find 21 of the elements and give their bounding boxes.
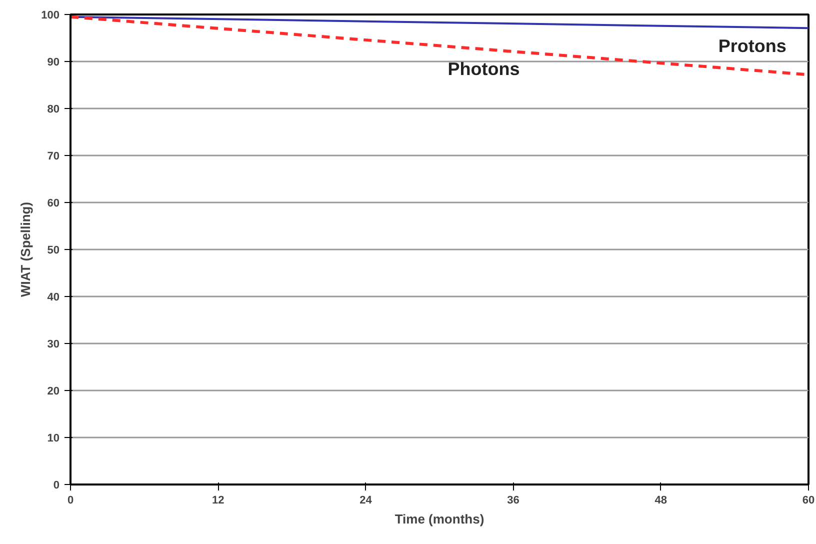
x-tick-label: 48 bbox=[654, 494, 668, 506]
x-tick-label: 60 bbox=[802, 494, 815, 506]
y-tick-label: 70 bbox=[47, 150, 60, 162]
y-tick-label: 60 bbox=[47, 198, 60, 210]
series-label: Protons bbox=[718, 36, 786, 56]
series-label: Photons bbox=[448, 59, 520, 80]
y-tick-label: 100 bbox=[41, 10, 60, 22]
y-tick-label: 50 bbox=[47, 244, 60, 256]
y-tick-label: 40 bbox=[47, 292, 60, 304]
y-axis-title: WIAT (Spelling) bbox=[18, 202, 34, 298]
x-tick-label: 24 bbox=[360, 494, 373, 506]
y-tick-label: 10 bbox=[47, 432, 60, 444]
x-tick-label: 36 bbox=[507, 494, 520, 506]
y-tick-label: 20 bbox=[47, 386, 60, 398]
x-tick-label: 12 bbox=[212, 494, 224, 506]
x-axis-title: Time (months) bbox=[394, 512, 484, 526]
y-tick-label: 80 bbox=[47, 104, 60, 116]
y-tick-label: 0 bbox=[53, 480, 60, 492]
x-tick-label: 0 bbox=[67, 494, 74, 506]
y-tick-label: 90 bbox=[47, 56, 60, 68]
y-tick-label: 30 bbox=[47, 338, 60, 350]
